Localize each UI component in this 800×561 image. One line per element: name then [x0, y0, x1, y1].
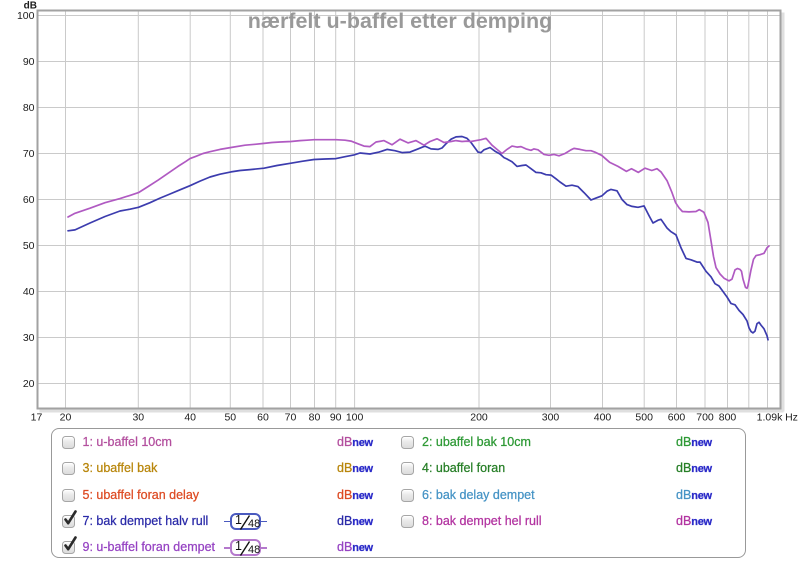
svg-text:70: 70: [23, 148, 35, 160]
svg-text:50: 50: [224, 412, 236, 424]
svg-text:100: 100: [346, 412, 364, 424]
svg-text:60: 60: [23, 194, 35, 206]
svg-text:20: 20: [23, 378, 35, 390]
svg-text:60: 60: [257, 412, 269, 424]
svg-text:80: 80: [23, 102, 35, 114]
svg-text:20: 20: [60, 412, 72, 424]
svg-text:500: 500: [635, 412, 653, 424]
svg-text:100: 100: [17, 10, 35, 22]
svg-text:nærfelt u-baffel etter demping: nærfelt u-baffel etter demping: [248, 9, 553, 33]
svg-text:30: 30: [132, 412, 144, 424]
svg-text:400: 400: [594, 412, 612, 424]
svg-text:90: 90: [330, 412, 342, 424]
svg-text:Hz: Hz: [785, 412, 798, 424]
svg-text:1.09k: 1.09k: [757, 412, 783, 424]
svg-text:300: 300: [542, 412, 560, 424]
svg-text:40: 40: [23, 286, 35, 298]
svg-text:50: 50: [23, 240, 35, 252]
svg-text:90: 90: [23, 56, 35, 68]
svg-text:800: 800: [719, 412, 737, 424]
svg-text:70: 70: [285, 412, 297, 424]
svg-text:600: 600: [668, 412, 686, 424]
svg-text:dB: dB: [24, 1, 37, 12]
svg-text:200: 200: [470, 412, 488, 424]
svg-text:30: 30: [23, 332, 35, 344]
svg-text:700: 700: [696, 412, 714, 424]
svg-text:17: 17: [31, 412, 43, 424]
svg-text:40: 40: [184, 412, 196, 424]
svg-text:80: 80: [309, 412, 321, 424]
